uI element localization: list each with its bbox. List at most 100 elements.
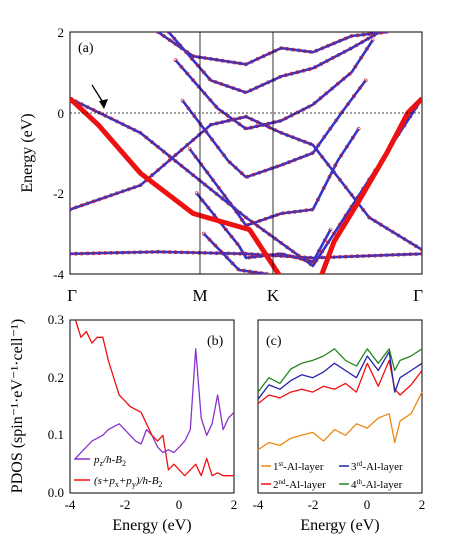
band-marker — [295, 70, 300, 75]
band-marker — [332, 255, 336, 260]
band-marker — [289, 71, 294, 76]
pdos-c-lines — [257, 348, 423, 451]
band-marker — [351, 94, 356, 99]
band-marker — [267, 51, 272, 56]
band-marker — [150, 250, 155, 254]
band-marker — [225, 84, 230, 88]
band-marker — [308, 255, 313, 260]
band-marker — [109, 250, 114, 255]
band-marker — [347, 72, 352, 77]
band-marker — [126, 125, 131, 130]
band-marker — [247, 255, 252, 260]
band-marker — [275, 212, 280, 217]
band-marker — [179, 250, 184, 255]
band-marker — [205, 170, 210, 175]
band-marker — [97, 197, 102, 202]
band-marker — [275, 164, 280, 169]
band-marker — [226, 118, 231, 123]
band-marker — [283, 116, 288, 121]
band-marker — [242, 268, 247, 273]
band-marker — [321, 186, 326, 191]
band-marker — [257, 170, 262, 175]
highlight-band — [70, 96, 422, 274]
band-marker — [292, 209, 297, 214]
band-line-0 — [70, 97, 422, 268]
series-line-0 — [257, 391, 423, 451]
band-marker — [402, 237, 407, 241]
band-marker — [191, 173, 196, 178]
band-marker — [316, 249, 321, 253]
band-marker — [185, 250, 190, 255]
band-marker — [301, 68, 306, 73]
band-line-9 — [202, 232, 268, 274]
band-marker — [298, 209, 303, 214]
band-marker — [370, 38, 375, 43]
band-marker — [346, 102, 350, 107]
band-marker — [266, 80, 271, 85]
band-marker — [377, 32, 382, 34]
band-marker — [202, 56, 207, 60]
band-marker — [197, 250, 202, 255]
band-marker — [311, 259, 315, 264]
band-marker — [390, 229, 395, 234]
band-marker — [226, 251, 231, 256]
band-marker — [414, 244, 419, 249]
band-marker — [234, 209, 239, 214]
band-marker — [307, 67, 312, 72]
band-marker — [85, 251, 90, 256]
band-marker — [273, 236, 278, 241]
band-marker — [166, 32, 171, 34]
band-marker — [161, 163, 166, 168]
band-marker — [239, 171, 244, 176]
band-marker — [371, 33, 376, 38]
band-marker — [202, 182, 207, 187]
pdos-b-lines — [74, 319, 235, 477]
band-marker — [310, 151, 315, 156]
band-marker — [396, 252, 401, 257]
legend-layer3-label: 3rd-Al-layer — [351, 460, 403, 473]
band-marker — [173, 58, 178, 63]
band-marker — [115, 119, 119, 124]
band-marker — [243, 126, 248, 131]
band-marker — [214, 192, 219, 196]
band-marker — [248, 88, 253, 93]
band-marker — [97, 110, 102, 115]
band-marker — [233, 165, 238, 170]
panel-c-label: (c) — [266, 334, 282, 349]
band-marker — [220, 120, 225, 125]
band-marker — [353, 64, 358, 69]
band-marker — [245, 222, 250, 227]
band-marker — [285, 245, 290, 250]
band-marker — [173, 159, 178, 164]
band-marker — [161, 34, 166, 38]
band-marker — [350, 135, 355, 140]
band-marker — [332, 231, 336, 236]
band-marker — [354, 43, 359, 48]
band-marker — [283, 73, 288, 78]
band-line-1 — [70, 250, 422, 260]
band-marker — [115, 250, 119, 255]
band-marker — [214, 57, 219, 62]
band-marker — [402, 252, 407, 257]
band-marker — [213, 243, 218, 248]
band-marker — [249, 125, 253, 130]
band-marker — [313, 65, 318, 70]
band-marker — [378, 222, 383, 227]
band-marker — [319, 62, 324, 66]
band-marker — [252, 254, 257, 259]
band-lines — [70, 32, 422, 274]
band-marker — [214, 121, 219, 126]
band-marker — [254, 85, 259, 90]
band-marker — [109, 116, 114, 121]
band-marker — [408, 252, 413, 257]
series-line-1 — [74, 319, 234, 477]
band-marker — [167, 154, 172, 159]
band-marker — [79, 203, 84, 208]
band-marker — [249, 252, 254, 257]
band-marker — [335, 81, 340, 86]
band-marker — [298, 155, 303, 160]
band-marker — [185, 71, 190, 76]
band-marker — [204, 129, 209, 134]
band-marker — [349, 34, 354, 38]
band-marker — [202, 91, 207, 96]
